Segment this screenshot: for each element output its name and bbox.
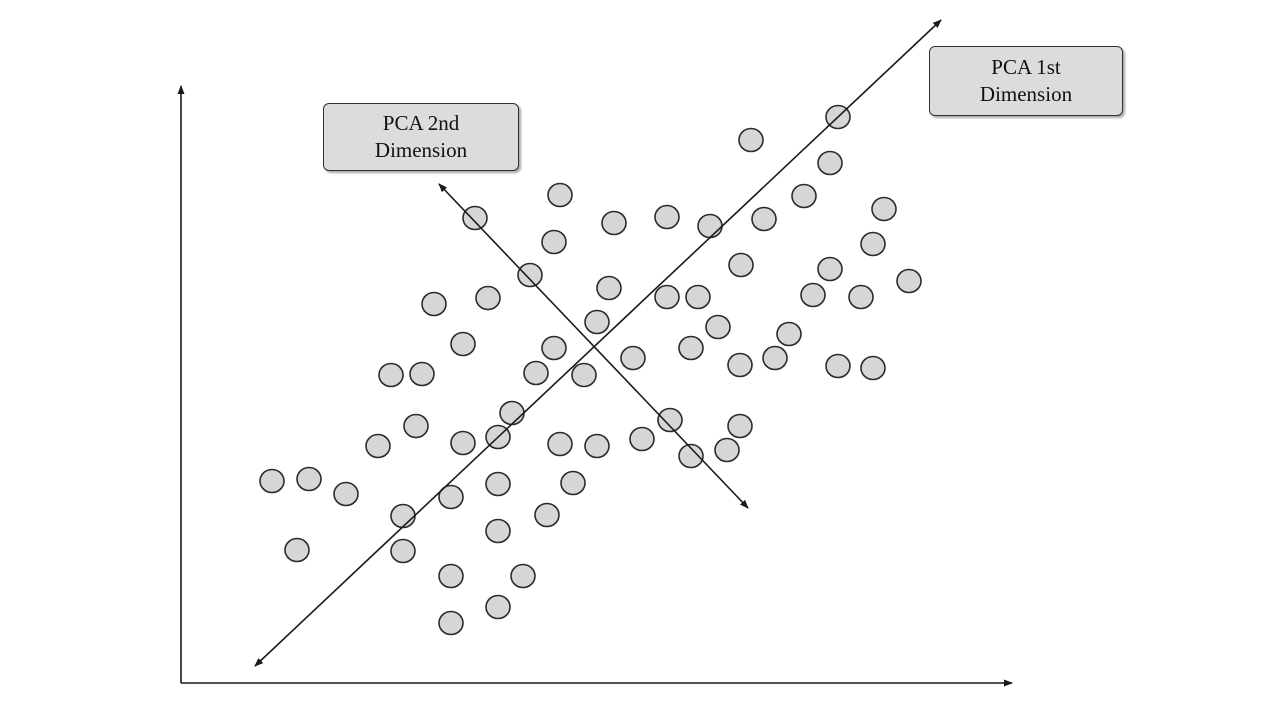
data-point bbox=[438, 563, 464, 589]
pca-second-dimension-line bbox=[438, 183, 749, 509]
data-point bbox=[571, 362, 597, 388]
data-point bbox=[791, 183, 817, 209]
data-point bbox=[817, 256, 843, 282]
data-point bbox=[462, 205, 488, 231]
data-point bbox=[534, 502, 560, 528]
data-point bbox=[601, 210, 627, 236]
data-point bbox=[800, 282, 826, 308]
data-point bbox=[825, 353, 851, 379]
data-point bbox=[776, 321, 802, 347]
data-point bbox=[738, 127, 764, 153]
data-point bbox=[654, 204, 680, 230]
data-point bbox=[517, 262, 543, 288]
data-point bbox=[620, 345, 646, 371]
data-point bbox=[378, 362, 404, 388]
data-point bbox=[365, 433, 391, 459]
data-point bbox=[485, 518, 511, 544]
data-point bbox=[284, 537, 310, 563]
data-point bbox=[860, 231, 886, 257]
pca-first-dimension-label-line2: Dimension bbox=[979, 82, 1073, 106]
data-point bbox=[762, 345, 788, 371]
data-point bbox=[685, 284, 711, 310]
pca-second-dimension-label-line1: PCA 2nd bbox=[382, 111, 460, 135]
data-point bbox=[499, 400, 525, 426]
data-point bbox=[871, 196, 897, 222]
data-point bbox=[421, 291, 447, 317]
data-point bbox=[547, 431, 573, 457]
data-point bbox=[390, 503, 416, 529]
data-point bbox=[450, 430, 476, 456]
data-point bbox=[848, 284, 874, 310]
pca-second-dimension-label-line2: Dimension bbox=[374, 138, 468, 162]
data-point bbox=[510, 563, 536, 589]
data-point bbox=[714, 437, 740, 463]
data-point bbox=[697, 213, 723, 239]
data-point bbox=[333, 481, 359, 507]
pca-second-dimension-label: PCA 2nd Dimension bbox=[323, 103, 519, 171]
data-point bbox=[727, 352, 753, 378]
data-point bbox=[728, 252, 754, 278]
data-point bbox=[657, 407, 683, 433]
data-point bbox=[629, 426, 655, 452]
data-point bbox=[860, 355, 886, 381]
data-point bbox=[547, 182, 573, 208]
data-point bbox=[751, 206, 777, 232]
data-point bbox=[678, 335, 704, 361]
data-point bbox=[438, 610, 464, 636]
pca-first-dimension-label-line1: PCA 1st bbox=[991, 55, 1061, 79]
data-point bbox=[896, 268, 922, 294]
data-points bbox=[259, 104, 922, 636]
data-point bbox=[523, 360, 549, 386]
data-point bbox=[817, 150, 843, 176]
data-point bbox=[654, 284, 680, 310]
data-point bbox=[485, 471, 511, 497]
data-point bbox=[390, 538, 416, 564]
data-point bbox=[541, 335, 567, 361]
data-point bbox=[596, 275, 622, 301]
data-point bbox=[584, 309, 610, 335]
data-point bbox=[485, 594, 511, 620]
data-point bbox=[450, 331, 476, 357]
data-point bbox=[541, 229, 567, 255]
data-point bbox=[475, 285, 501, 311]
data-point bbox=[584, 433, 610, 459]
data-point bbox=[560, 470, 586, 496]
data-point bbox=[259, 468, 285, 494]
data-point bbox=[403, 413, 429, 439]
data-point bbox=[727, 413, 753, 439]
pca-first-dimension-label: PCA 1st Dimension bbox=[929, 46, 1123, 116]
data-point bbox=[296, 466, 322, 492]
data-point bbox=[409, 361, 435, 387]
data-point bbox=[705, 314, 731, 340]
